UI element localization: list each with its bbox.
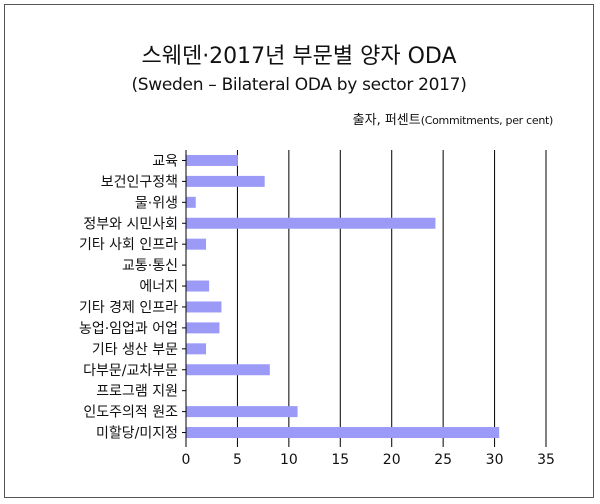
bar (186, 364, 270, 376)
chart-subtitle: (Sweden – Bilateral ODA by sector 2017) (131, 75, 467, 95)
bar (186, 322, 220, 334)
category-label: 기타 사회 인프라 (79, 237, 178, 253)
chart-title: 스웨덴·2017년 부문별 양자 ODA (141, 44, 457, 69)
category-label: 프로그램 지원 (96, 384, 178, 400)
category-label: 기타 경제 인프라 (79, 300, 178, 316)
bar (186, 175, 265, 187)
bar (186, 343, 207, 355)
category-label: 교통·통신 (122, 258, 178, 274)
category-label: 미할당/미지정 (96, 426, 178, 442)
bar (186, 154, 238, 166)
x-tick-label: 30 (486, 452, 504, 468)
category-label: 물·위생 (135, 195, 178, 211)
unit-label: 출자, 퍼센트(Commitments, per cent) (352, 109, 554, 128)
category-label: 농업·임업과 어업 (79, 321, 178, 337)
gridlines (236, 150, 547, 443)
category-label: 다부문/교차부문 (83, 363, 178, 379)
bar (186, 280, 210, 292)
x-tick-label: 15 (331, 452, 349, 468)
x-tick-label: 0 (182, 452, 191, 468)
x-tick-label: 25 (434, 452, 452, 468)
bar (186, 301, 222, 313)
bar (186, 427, 500, 439)
unit-label-en: (Commitments, per cent) (420, 114, 554, 127)
category-label: 교육 (152, 153, 178, 169)
category-label: 기타 생산 부문 (92, 342, 178, 358)
x-tick-label: 35 (537, 452, 555, 468)
category-label: 정부와 시민사회 (83, 216, 178, 232)
axes (182, 150, 547, 447)
bars (186, 154, 500, 439)
tick-labels: 0 5 10 15 20 25 30 35 (182, 452, 555, 468)
bar (186, 217, 436, 229)
chart-frame: 스웨덴·2017년 부문별 양자 ODA (Sweden – Bilateral… (4, 4, 594, 498)
unit-label-ko: 출자, 퍼센트 (352, 113, 421, 128)
category-label: 인도주의적 원조 (83, 405, 178, 421)
x-tick-label: 20 (383, 452, 401, 468)
bar (186, 238, 207, 250)
x-tick-label: 5 (233, 452, 242, 468)
bar (186, 406, 298, 418)
category-label: 에너지 (139, 279, 178, 295)
x-tick-label: 10 (280, 452, 298, 468)
category-label: 보건인구정책 (101, 174, 178, 190)
bar (186, 196, 196, 208)
